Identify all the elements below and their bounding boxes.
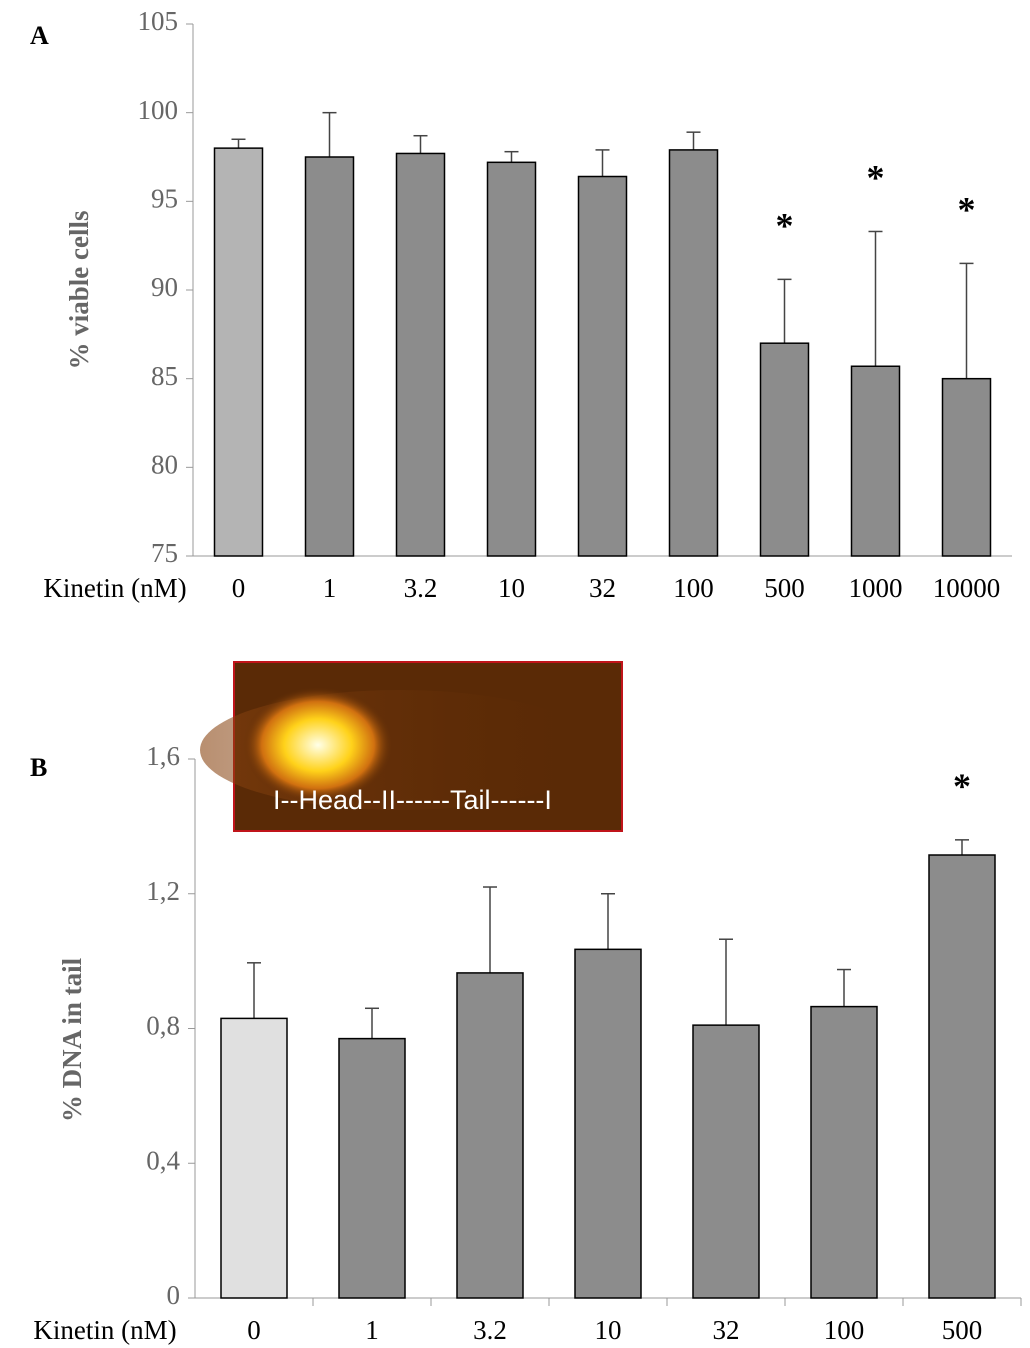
y-axis-title: % viable cells [64,211,94,370]
bar [579,177,627,556]
bar [852,366,900,556]
significance-marker: * [958,190,976,230]
x-tick-label: 10 [498,573,525,603]
y-tick-label: 90 [151,272,178,302]
bar [488,162,536,556]
y-tick-label: 1,6 [146,741,180,771]
y-tick-label: 0 [167,1280,181,1310]
y-tick-label: 1,2 [146,876,180,906]
bar [670,150,718,556]
x-tick-label: 0 [232,573,246,603]
x-axis-title: Kinetin (nM) [43,573,186,603]
x-tick-label: 32 [589,573,616,603]
x-tick-label: 10000 [933,573,1001,603]
comet-inset: I--Head--II------Tail------I [200,662,622,831]
x-tick-label: 1 [323,573,337,603]
x-tick-label: 10 [595,1315,622,1345]
bar [693,1025,759,1298]
x-tick-label: 32 [713,1315,740,1345]
x-tick-label: 3.2 [404,573,438,603]
y-tick-label: 95 [151,184,178,214]
bar [929,855,995,1298]
y-tick-label: 75 [151,538,178,568]
significance-marker: * [867,158,885,198]
significance-marker: * [776,206,794,246]
inset-caption: I--Head--II------Tail------I [273,785,552,815]
bar [943,379,991,556]
y-tick-label: 85 [151,361,178,391]
panel-label: B [30,753,47,782]
x-tick-label: 500 [942,1315,983,1345]
panel-label: A [30,21,49,50]
x-tick-label: 100 [824,1315,865,1345]
significance-marker: * [953,766,971,806]
bar [457,973,523,1298]
y-tick-label: 100 [138,95,179,125]
bar [575,949,641,1298]
x-tick-label: 3.2 [473,1315,507,1345]
y-tick-label: 105 [138,6,179,36]
y-tick-label: 0,8 [146,1011,180,1041]
x-axis-title: Kinetin (nM) [33,1315,176,1345]
x-tick-label: 1 [365,1315,379,1345]
bar [811,1007,877,1298]
bar [221,1018,287,1298]
bar [339,1039,405,1298]
x-tick-label: 500 [764,573,805,603]
y-axis-title: % DNA in tail [57,957,87,1122]
bar [397,153,445,556]
y-tick-label: 0,4 [146,1145,180,1175]
x-tick-label: 100 [673,573,714,603]
bar [761,343,809,556]
figure: I--Head--II------Tail------I A % viable c… [0,0,1030,1348]
x-tick-label: 1000 [849,573,903,603]
y-tick-label: 80 [151,450,178,480]
bar [306,157,354,556]
bar [215,148,263,556]
x-tick-label: 0 [247,1315,261,1345]
